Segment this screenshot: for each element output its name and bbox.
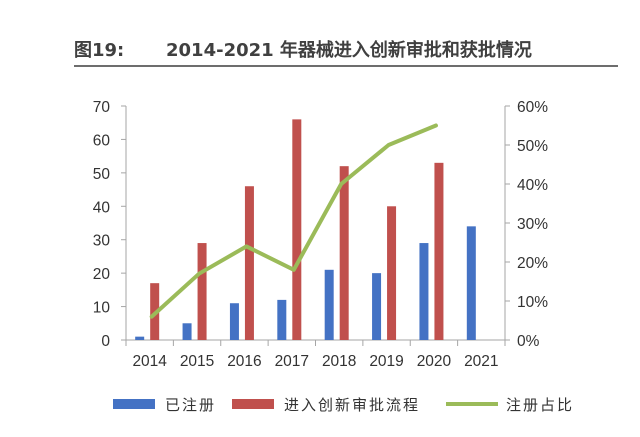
y-left-tick-label: 50 — [93, 166, 111, 183]
y-right-tick-label: 30% — [517, 216, 548, 233]
y-right-tick-label: 0% — [517, 333, 540, 350]
y-left-tick-label: 20 — [93, 266, 111, 283]
bar-registered — [277, 299, 287, 340]
bar-innovation — [197, 243, 207, 340]
y-right-tick-label: 40% — [517, 177, 548, 194]
bar-registered — [372, 273, 382, 340]
x-tick-label: 2021 — [464, 353, 498, 370]
y-right-tick-label: 60% — [517, 99, 548, 116]
bar-registered — [324, 269, 334, 340]
bar-innovation — [434, 162, 444, 340]
y-right-tick-label: 10% — [517, 294, 548, 311]
chart-bars — [135, 119, 476, 340]
legend-ratio-label: 注册占比 — [506, 396, 574, 414]
title-divider — [74, 65, 618, 67]
y-left-tick-label: 10 — [93, 300, 111, 317]
x-tick-label: 2017 — [275, 353, 309, 370]
chart-legend: 已注册 进入创新审批流程 注册占比 — [113, 396, 574, 414]
bar-registered — [182, 323, 192, 340]
bar-innovation — [292, 119, 302, 340]
x-tick-label: 2020 — [417, 353, 452, 370]
legend-innovation-swatch — [232, 399, 274, 409]
bar-registered — [135, 336, 145, 340]
bar-innovation — [244, 186, 254, 340]
figure-label: 图19: — [74, 40, 125, 61]
x-tick-label: 2018 — [322, 353, 356, 370]
bar-registered — [229, 303, 239, 340]
y-right-tick-label: 20% — [517, 255, 548, 272]
chart-axes: 0 10 20 30 40 50 60 70 0% 10% 20% 30% 40% 50% 60% 2014 2… — [93, 99, 548, 370]
y-left-tick-label: 0 — [101, 333, 110, 350]
y-left-tick-label: 40 — [93, 199, 111, 216]
bar-registered — [419, 243, 429, 340]
x-tick-label: 2019 — [369, 353, 403, 370]
bar-registered — [466, 226, 476, 340]
bar-innovation — [387, 206, 397, 340]
x-tick-label: 2016 — [227, 353, 261, 370]
y-left-tick-label: 30 — [93, 233, 111, 250]
figure-title: 图19: 2014-2021 年器械进入创新审批和获批情况 — [74, 36, 532, 62]
x-tick-label: 2014 — [132, 353, 167, 370]
bar-innovation — [339, 166, 349, 340]
legend-registered-swatch — [113, 399, 155, 409]
legend-registered-label: 已注册 — [165, 396, 216, 414]
y-left-tick-label: 70 — [93, 99, 111, 116]
y-right-tick-label: 50% — [517, 138, 548, 155]
y-left-tick-label: 60 — [93, 132, 111, 149]
chart-lines — [149, 123, 438, 319]
legend-innovation-label: 进入创新审批流程 — [284, 396, 420, 414]
figure-title-text: 2014-2021 年器械进入创新审批和获批情况 — [166, 40, 532, 61]
x-tick-label: 2015 — [180, 353, 214, 370]
